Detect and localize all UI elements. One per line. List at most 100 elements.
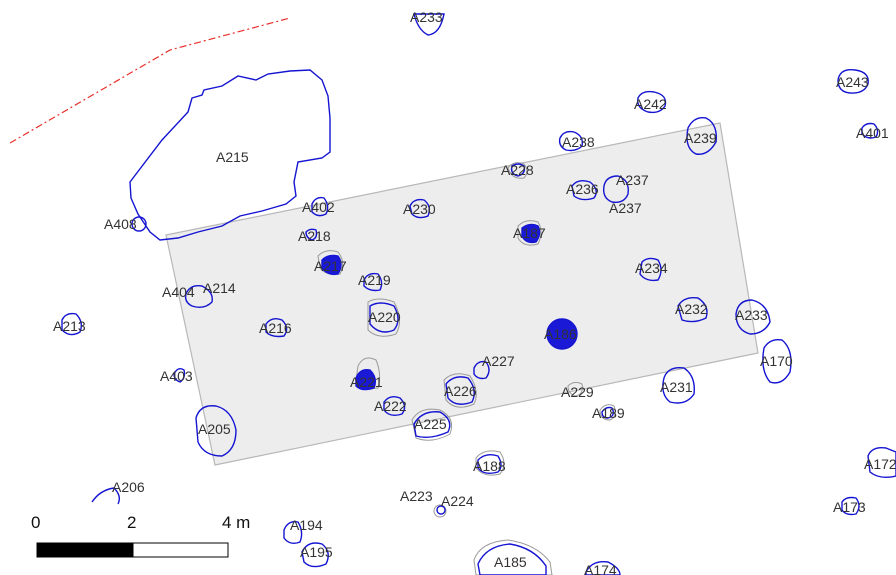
feature-A216[interactable]: A216 [259, 317, 292, 338]
label-A236: A236 [566, 181, 599, 197]
label-A217: A217 [314, 258, 347, 274]
label-A243: A243 [836, 74, 869, 90]
feature-A403[interactable]: A403 [160, 367, 193, 384]
feature-A213[interactable]: A213 [53, 312, 86, 336]
label-A185: A185 [494, 554, 527, 570]
label-A231: A231 [660, 379, 693, 395]
label-A221: A221 [350, 374, 383, 390]
label-A220: A220 [368, 309, 401, 325]
feature-A217[interactable]: A217 [314, 250, 347, 276]
label-A242: A242 [634, 96, 667, 112]
label-A237-lower: A237 [609, 200, 642, 216]
label-A186: A186 [544, 326, 577, 342]
feature-A227[interactable]: A227 [473, 353, 515, 380]
feature-A238[interactable]: A238 [558, 130, 595, 152]
label-A226: A226 [444, 383, 477, 399]
feature-A220[interactable]: A220 [367, 298, 401, 337]
label-A404: A404 [162, 284, 195, 300]
label-A227: A227 [482, 353, 515, 369]
label-A239: A239 [684, 130, 717, 146]
feature-A401[interactable]: A401 [856, 122, 889, 142]
feature-A188[interactable]: A188 [473, 450, 506, 476]
feature-A239[interactable]: A239 [684, 117, 717, 155]
excavation-boundary-line [9, 17, 291, 144]
feature-A185[interactable]: A185 [473, 539, 553, 575]
label-A401: A401 [856, 125, 889, 141]
label-A187: A187 [513, 225, 546, 241]
trench-area [165, 122, 759, 466]
label-A230: A230 [403, 201, 436, 217]
label-A233t: A233 [410, 9, 443, 25]
label-A173: A173 [833, 499, 866, 515]
label-A206: A206 [112, 479, 145, 495]
feature-A170[interactable]: A170 [760, 338, 793, 384]
feature-A224[interactable]: A223 A224 [400, 488, 474, 518]
feature-A205[interactable]: A205 [195, 405, 237, 457]
feature-A236[interactable]: A236 [566, 179, 599, 201]
feature-A231[interactable]: A231 [660, 367, 695, 404]
label-A233: A233 [735, 307, 768, 323]
label-A188: A188 [473, 458, 506, 474]
feature-A225[interactable]: A225 [411, 408, 453, 441]
label-A216: A216 [259, 320, 292, 336]
feature-A222[interactable]: A222 [374, 395, 407, 417]
feature-A221[interactable]: A221 [350, 357, 383, 391]
label-A195: A195 [300, 544, 333, 560]
feature-A242[interactable]: A242 [634, 90, 667, 114]
label-A222: A222 [374, 398, 407, 414]
feature-A408[interactable]: A408 [104, 216, 147, 232]
label-A189: A189 [592, 405, 625, 421]
feature-A229[interactable]: A229 [561, 381, 594, 400]
feature-A194[interactable]: A194 [283, 517, 323, 545]
label-A218: A218 [298, 228, 331, 244]
feature-A186[interactable]: A186 [544, 318, 578, 350]
label-A224: A224 [441, 493, 474, 509]
label-A219: A219 [358, 272, 391, 288]
label-A228: A228 [501, 162, 534, 178]
feature-A214[interactable]: A404 A214 [162, 280, 236, 309]
label-A238: A238 [562, 134, 595, 150]
feature-A173[interactable]: A173 [833, 496, 866, 516]
label-A194: A194 [290, 517, 323, 533]
feature-A230[interactable]: A230 [403, 198, 436, 219]
scale-bar: 0 2 4 m [31, 513, 250, 558]
label-A234: A234 [635, 260, 668, 276]
label-A225: A225 [414, 416, 447, 432]
feature-A215[interactable]: A215 [129, 69, 331, 241]
feature-A402[interactable]: A402 [302, 196, 335, 217]
feature-A172[interactable]: A172 [864, 446, 896, 479]
label-A403: A403 [160, 368, 193, 384]
feature-A233[interactable]: A233 [735, 299, 771, 335]
feature-A234[interactable]: A234 [635, 257, 668, 282]
feature-A243[interactable]: A243 [836, 69, 869, 94]
label-A214: A214 [203, 280, 236, 296]
feature-A187[interactable]: A187 [513, 220, 546, 246]
feature-A195[interactable]: A195 [300, 542, 333, 568]
scale-label-0: 0 [31, 513, 40, 532]
label-A213: A213 [53, 318, 86, 334]
feature-A228[interactable]: A228 [501, 162, 534, 179]
label-A237-upper: A237 [616, 172, 649, 188]
label-A408: A408 [104, 216, 137, 232]
feature-A174[interactable]: A174 [584, 561, 621, 575]
scale-bar-white-segment [132, 542, 229, 558]
label-A170: A170 [760, 353, 793, 369]
label-A205: A205 [198, 421, 231, 437]
label-A229: A229 [561, 384, 594, 400]
label-A223: A223 [400, 488, 433, 504]
label-A215: A215 [216, 149, 249, 165]
feature-A237[interactable]: A237 A237 [602, 172, 649, 216]
label-A174: A174 [584, 562, 617, 575]
label-A402: A402 [302, 199, 335, 215]
feature-A219[interactable]: A219 [358, 272, 391, 292]
scale-label-4m: 4 m [222, 513, 250, 532]
feature-A226[interactable]: A226 [443, 373, 477, 408]
scale-bar-black-segment [36, 542, 134, 558]
label-A232: A232 [675, 301, 708, 317]
feature-A189[interactable]: A189 [592, 404, 625, 421]
feature-A233t[interactable]: A233 [410, 9, 445, 36]
feature-A206[interactable]: A206 [91, 479, 145, 505]
feature-A218[interactable]: A218 [298, 228, 331, 244]
feature-A232[interactable]: A232 [675, 296, 708, 323]
